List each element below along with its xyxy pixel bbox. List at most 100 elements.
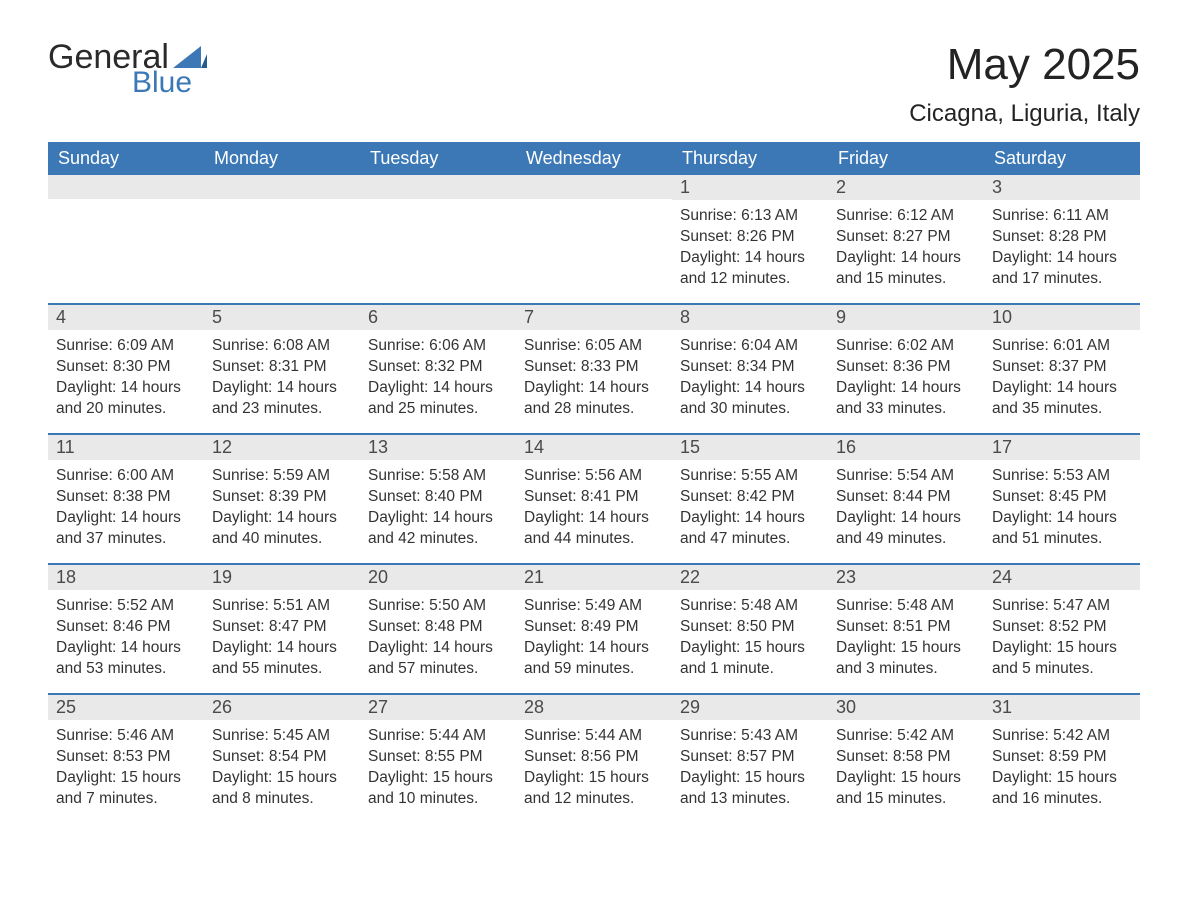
day-cell: 12Sunrise: 5:59 AMSunset: 8:39 PMDayligh… [204,435,360,563]
weekday-header: Saturday [984,142,1140,175]
day-cell: 25Sunrise: 5:46 AMSunset: 8:53 PMDayligh… [48,695,204,823]
sunrise-text: Sunrise: 6:01 AM [992,336,1132,357]
sunset-text: Sunset: 8:34 PM [680,357,820,378]
day-body: Sunrise: 6:00 AMSunset: 8:38 PMDaylight:… [48,460,204,554]
daylight-text: Daylight: 14 hours and 51 minutes. [992,508,1132,550]
day-number: 21 [516,565,672,590]
day-cell: 31Sunrise: 5:42 AMSunset: 8:59 PMDayligh… [984,695,1140,823]
sunset-text: Sunset: 8:27 PM [836,227,976,248]
day-number: 31 [984,695,1140,720]
day-cell [204,175,360,303]
day-cell: 9Sunrise: 6:02 AMSunset: 8:36 PMDaylight… [828,305,984,433]
sunset-text: Sunset: 8:50 PM [680,617,820,638]
day-number: 4 [48,305,204,330]
weekday-header: Thursday [672,142,828,175]
day-body: Sunrise: 5:42 AMSunset: 8:58 PMDaylight:… [828,720,984,814]
day-body: Sunrise: 5:54 AMSunset: 8:44 PMDaylight:… [828,460,984,554]
day-number: 10 [984,305,1140,330]
day-cell: 17Sunrise: 5:53 AMSunset: 8:45 PMDayligh… [984,435,1140,563]
day-body: Sunrise: 5:52 AMSunset: 8:46 PMDaylight:… [48,590,204,684]
day-number: 6 [360,305,516,330]
daylight-text: Daylight: 14 hours and 40 minutes. [212,508,352,550]
sunset-text: Sunset: 8:28 PM [992,227,1132,248]
day-body: Sunrise: 5:59 AMSunset: 8:39 PMDaylight:… [204,460,360,554]
topbar: General Blue May 2025 Cicagna, Liguria, … [48,40,1140,128]
day-cell: 6Sunrise: 6:06 AMSunset: 8:32 PMDaylight… [360,305,516,433]
weekday-header-row: Sunday Monday Tuesday Wednesday Thursday… [48,142,1140,175]
sunset-text: Sunset: 8:26 PM [680,227,820,248]
month-title: May 2025 [909,40,1140,90]
day-number: 11 [48,435,204,460]
day-cell: 27Sunrise: 5:44 AMSunset: 8:55 PMDayligh… [360,695,516,823]
day-body: Sunrise: 6:12 AMSunset: 8:27 PMDaylight:… [828,200,984,294]
week-row: 11Sunrise: 6:00 AMSunset: 8:38 PMDayligh… [48,433,1140,563]
day-number: 20 [360,565,516,590]
day-cell: 4Sunrise: 6:09 AMSunset: 8:30 PMDaylight… [48,305,204,433]
day-cell: 19Sunrise: 5:51 AMSunset: 8:47 PMDayligh… [204,565,360,693]
daylight-text: Daylight: 15 hours and 13 minutes. [680,768,820,810]
day-number: 18 [48,565,204,590]
daylight-text: Daylight: 15 hours and 5 minutes. [992,638,1132,680]
sunset-text: Sunset: 8:39 PM [212,487,352,508]
day-body: Sunrise: 6:11 AMSunset: 8:28 PMDaylight:… [984,200,1140,294]
day-number: 23 [828,565,984,590]
daylight-text: Daylight: 15 hours and 15 minutes. [836,768,976,810]
logo: General Blue [48,40,207,98]
week-row: 4Sunrise: 6:09 AMSunset: 8:30 PMDaylight… [48,303,1140,433]
daylight-text: Daylight: 14 hours and 17 minutes. [992,248,1132,290]
weekday-header: Friday [828,142,984,175]
day-number: 29 [672,695,828,720]
sunrise-text: Sunrise: 5:56 AM [524,466,664,487]
daylight-text: Daylight: 14 hours and 53 minutes. [56,638,196,680]
sunrise-text: Sunrise: 5:55 AM [680,466,820,487]
day-number: 30 [828,695,984,720]
day-body: Sunrise: 5:55 AMSunset: 8:42 PMDaylight:… [672,460,828,554]
day-number: 16 [828,435,984,460]
daylight-text: Daylight: 14 hours and 20 minutes. [56,378,196,420]
day-cell: 28Sunrise: 5:44 AMSunset: 8:56 PMDayligh… [516,695,672,823]
daylight-text: Daylight: 15 hours and 10 minutes. [368,768,508,810]
day-body: Sunrise: 5:58 AMSunset: 8:40 PMDaylight:… [360,460,516,554]
day-body: Sunrise: 5:49 AMSunset: 8:49 PMDaylight:… [516,590,672,684]
sunrise-text: Sunrise: 6:09 AM [56,336,196,357]
weekday-header: Wednesday [516,142,672,175]
sunrise-text: Sunrise: 6:11 AM [992,206,1132,227]
daylight-text: Daylight: 15 hours and 16 minutes. [992,768,1132,810]
day-cell: 5Sunrise: 6:08 AMSunset: 8:31 PMDaylight… [204,305,360,433]
day-number: 17 [984,435,1140,460]
day-number: 27 [360,695,516,720]
day-number [48,175,204,199]
location-text: Cicagna, Liguria, Italy [909,100,1140,128]
sunset-text: Sunset: 8:53 PM [56,747,196,768]
daylight-text: Daylight: 14 hours and 55 minutes. [212,638,352,680]
sunrise-text: Sunrise: 5:42 AM [992,726,1132,747]
logo-blue-text: Blue [132,68,207,98]
day-body: Sunrise: 6:01 AMSunset: 8:37 PMDaylight:… [984,330,1140,424]
sunrise-text: Sunrise: 6:00 AM [56,466,196,487]
sunset-text: Sunset: 8:46 PM [56,617,196,638]
sunrise-text: Sunrise: 5:54 AM [836,466,976,487]
sunset-text: Sunset: 8:32 PM [368,357,508,378]
week-row: 18Sunrise: 5:52 AMSunset: 8:46 PMDayligh… [48,563,1140,693]
day-cell: 20Sunrise: 5:50 AMSunset: 8:48 PMDayligh… [360,565,516,693]
day-number: 12 [204,435,360,460]
sunrise-text: Sunrise: 6:12 AM [836,206,976,227]
sunset-text: Sunset: 8:52 PM [992,617,1132,638]
day-cell: 24Sunrise: 5:47 AMSunset: 8:52 PMDayligh… [984,565,1140,693]
day-number: 25 [48,695,204,720]
day-cell: 21Sunrise: 5:49 AMSunset: 8:49 PMDayligh… [516,565,672,693]
sunrise-text: Sunrise: 6:04 AM [680,336,820,357]
sunset-text: Sunset: 8:37 PM [992,357,1132,378]
day-body: Sunrise: 5:53 AMSunset: 8:45 PMDaylight:… [984,460,1140,554]
day-cell [48,175,204,303]
day-body: Sunrise: 6:08 AMSunset: 8:31 PMDaylight:… [204,330,360,424]
day-body: Sunrise: 5:47 AMSunset: 8:52 PMDaylight:… [984,590,1140,684]
sunrise-text: Sunrise: 5:52 AM [56,596,196,617]
day-body: Sunrise: 5:43 AMSunset: 8:57 PMDaylight:… [672,720,828,814]
day-body: Sunrise: 5:42 AMSunset: 8:59 PMDaylight:… [984,720,1140,814]
day-number: 22 [672,565,828,590]
day-cell: 26Sunrise: 5:45 AMSunset: 8:54 PMDayligh… [204,695,360,823]
sunset-text: Sunset: 8:51 PM [836,617,976,638]
day-cell: 3Sunrise: 6:11 AMSunset: 8:28 PMDaylight… [984,175,1140,303]
sunrise-text: Sunrise: 5:44 AM [368,726,508,747]
